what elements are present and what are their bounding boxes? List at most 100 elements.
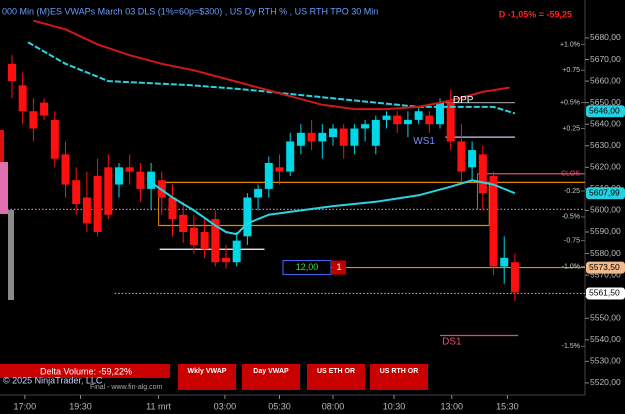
y-tick-label: 5640,00 bbox=[590, 118, 621, 128]
candle-body bbox=[7, 63, 16, 82]
y-tick-label: 5530,00 bbox=[590, 356, 621, 366]
candle-body bbox=[61, 154, 70, 185]
button[interactable]: Day VWAP bbox=[242, 364, 300, 390]
candle-body bbox=[489, 175, 498, 267]
candle-body bbox=[189, 227, 198, 245]
y-tick-label: 5590,00 bbox=[590, 226, 621, 236]
profile-bar bbox=[0, 162, 8, 214]
y-tick-label: 5620,00 bbox=[590, 162, 621, 172]
level-label: -0.5% bbox=[562, 214, 580, 221]
candle-body bbox=[468, 150, 477, 168]
candle-body bbox=[339, 128, 348, 146]
y-tick-label: 5600,00 bbox=[590, 205, 621, 215]
order-count: 1 bbox=[336, 262, 341, 272]
profile-bar bbox=[8, 210, 14, 300]
candle-body bbox=[393, 115, 402, 125]
price-tag-label: 5573,50 bbox=[589, 262, 620, 272]
x-tick-label: 19:30 bbox=[69, 401, 92, 411]
candle-body bbox=[221, 257, 230, 263]
candle-body bbox=[371, 119, 380, 146]
candle-body bbox=[403, 119, 412, 125]
level-label: +0.5% bbox=[560, 99, 580, 106]
y-tick-label: 5550,00 bbox=[590, 312, 621, 322]
candle-body bbox=[361, 124, 370, 129]
x-tick-label: 17:00 bbox=[14, 401, 37, 411]
candle-body bbox=[436, 102, 445, 125]
x-tick-label: 03:00 bbox=[214, 401, 237, 411]
delta-bar bbox=[0, 364, 170, 378]
price-tag bbox=[586, 187, 625, 200]
price-tag bbox=[586, 261, 625, 274]
candle-body bbox=[510, 262, 519, 293]
candle-body bbox=[168, 197, 177, 220]
annotation: WS1 bbox=[413, 136, 435, 147]
y-tick-label: 5630,00 bbox=[590, 140, 621, 150]
button-bg[interactable] bbox=[307, 364, 365, 390]
y-tick-label: 5670,00 bbox=[590, 54, 621, 64]
candle-body bbox=[382, 115, 391, 120]
order-count-box bbox=[332, 260, 346, 275]
candle-body bbox=[104, 167, 113, 215]
level-label: -1.0% bbox=[562, 263, 580, 270]
candle-body bbox=[114, 167, 123, 185]
level-label: +1.0% bbox=[560, 41, 580, 48]
button-label[interactable]: Wkly VWAP bbox=[188, 368, 227, 375]
button[interactable]: US RTH OR bbox=[370, 364, 428, 390]
button-label[interactable]: Day VWAP bbox=[253, 368, 289, 375]
x-tick-label: 05:30 bbox=[268, 401, 291, 411]
y-tick-label: 5680,00 bbox=[590, 32, 621, 42]
candle-body bbox=[136, 171, 145, 189]
candle-body bbox=[211, 219, 220, 263]
candle-body bbox=[243, 197, 252, 237]
candle-body bbox=[286, 141, 295, 172]
candle-body bbox=[446, 102, 455, 142]
button-bg[interactable] bbox=[242, 364, 300, 390]
candle-body bbox=[318, 132, 327, 142]
y-tick-label: 5570,00 bbox=[590, 269, 621, 279]
chart-title: 000 Min (M)ES VWAPs March 03 DLS (1%=60p… bbox=[2, 6, 378, 16]
candle-body bbox=[275, 167, 284, 172]
candle-body bbox=[307, 132, 316, 142]
button-label[interactable]: US ETH OR bbox=[317, 368, 355, 375]
y-tick-label: 5650,00 bbox=[590, 97, 621, 107]
candle-body bbox=[478, 154, 487, 194]
level-label: -1.5% bbox=[562, 343, 580, 350]
button-bg[interactable] bbox=[370, 364, 428, 390]
candle-body bbox=[200, 231, 209, 250]
price-tag-label: 5561,50 bbox=[589, 288, 620, 298]
y-tick-label: 5520,00 bbox=[590, 377, 621, 387]
button[interactable]: US ETH OR bbox=[307, 364, 365, 390]
candle-body bbox=[264, 163, 273, 189]
button-bg[interactable] bbox=[178, 364, 236, 390]
candle-body bbox=[50, 119, 59, 159]
daily-change: D -1,05% = -59,25 bbox=[499, 9, 572, 19]
y-tick-label: 5580,00 bbox=[590, 248, 621, 258]
candle-body bbox=[125, 167, 134, 172]
level-label: +0.75 bbox=[562, 67, 580, 74]
candle-body bbox=[179, 214, 188, 232]
candle-body bbox=[18, 85, 27, 112]
order-quantity: 12,00 bbox=[296, 262, 319, 272]
profile-bar bbox=[0, 130, 4, 162]
order-box bbox=[282, 260, 332, 276]
candle-body bbox=[147, 171, 156, 189]
candle-body bbox=[82, 197, 91, 224]
price-tag-label: 5607,99 bbox=[589, 187, 620, 197]
button-label[interactable]: US RTH OR bbox=[380, 368, 419, 375]
source: Final - www.fin-alg.com bbox=[90, 384, 163, 391]
candle-body bbox=[425, 115, 434, 125]
candle-body bbox=[93, 175, 102, 232]
price-tag-label: 5646,00 bbox=[589, 106, 620, 116]
candle-body bbox=[500, 257, 509, 267]
plot bbox=[0, 19, 585, 337]
vwap-line bbox=[150, 179, 516, 236]
y-tick-label: 5660,00 bbox=[590, 75, 621, 85]
candle-body bbox=[232, 240, 241, 263]
vwap-line bbox=[27, 41, 516, 115]
copyright: © 2025 NinjaTrader, LLC bbox=[3, 375, 103, 385]
button[interactable]: Wkly VWAP bbox=[178, 364, 236, 390]
candle-body bbox=[296, 132, 305, 146]
candle-body bbox=[414, 111, 423, 120]
